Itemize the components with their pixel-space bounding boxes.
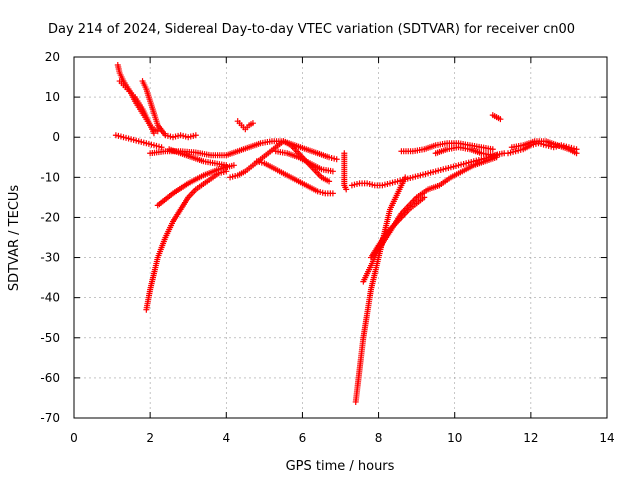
data-point bbox=[223, 168, 230, 175]
data-point bbox=[421, 194, 428, 201]
chart-title: Day 214 of 2024, Sidereal Day-to-day VTE… bbox=[48, 22, 575, 37]
grid bbox=[74, 57, 607, 418]
x-tick-label: 10 bbox=[447, 431, 462, 445]
y-tick-label: -40 bbox=[40, 291, 60, 305]
x-tick-label: 0 bbox=[70, 431, 78, 445]
y-tick-label: -10 bbox=[40, 170, 60, 184]
data-point bbox=[249, 120, 256, 127]
y-tick-label: -50 bbox=[40, 331, 60, 345]
y-axis-label: SDTVAR / TECUs bbox=[7, 185, 22, 292]
x-tick-label: 4 bbox=[222, 431, 230, 445]
data-point bbox=[497, 116, 504, 123]
data-point bbox=[329, 190, 336, 197]
data-points bbox=[112, 62, 580, 405]
axis-ticks bbox=[73, 56, 608, 419]
x-tick-label: 12 bbox=[523, 431, 538, 445]
x-tick-label: 2 bbox=[146, 431, 154, 445]
data-point bbox=[333, 156, 340, 163]
data-point bbox=[489, 146, 496, 153]
data-point bbox=[343, 186, 350, 193]
y-tick-label: -60 bbox=[40, 371, 60, 385]
x-tick-labels: 0 2 4 6 8 10 12 14 bbox=[70, 431, 614, 445]
y-tick-label: 0 bbox=[52, 130, 60, 144]
y-tick-labels: -70 -60 -50 -40 -30 -20 -10 0 10 20 bbox=[40, 50, 60, 425]
x-tick-label: 14 bbox=[599, 431, 614, 445]
data-point bbox=[329, 168, 336, 175]
y-tick-label: 20 bbox=[45, 50, 60, 64]
y-tick-label: -30 bbox=[40, 251, 60, 265]
x-tick-label: 8 bbox=[375, 431, 383, 445]
data-point bbox=[326, 178, 333, 185]
data-point bbox=[192, 132, 199, 139]
data-point bbox=[402, 174, 409, 181]
y-tick-label: -20 bbox=[40, 210, 60, 224]
data-point bbox=[150, 130, 157, 137]
data-point bbox=[230, 162, 237, 169]
x-axis-label: GPS time / hours bbox=[286, 459, 395, 474]
y-tick-label: 10 bbox=[45, 90, 60, 104]
data-point bbox=[573, 150, 580, 157]
plot-frame bbox=[73, 56, 608, 419]
x-tick-label: 6 bbox=[299, 431, 307, 445]
y-tick-label: -70 bbox=[40, 411, 60, 425]
